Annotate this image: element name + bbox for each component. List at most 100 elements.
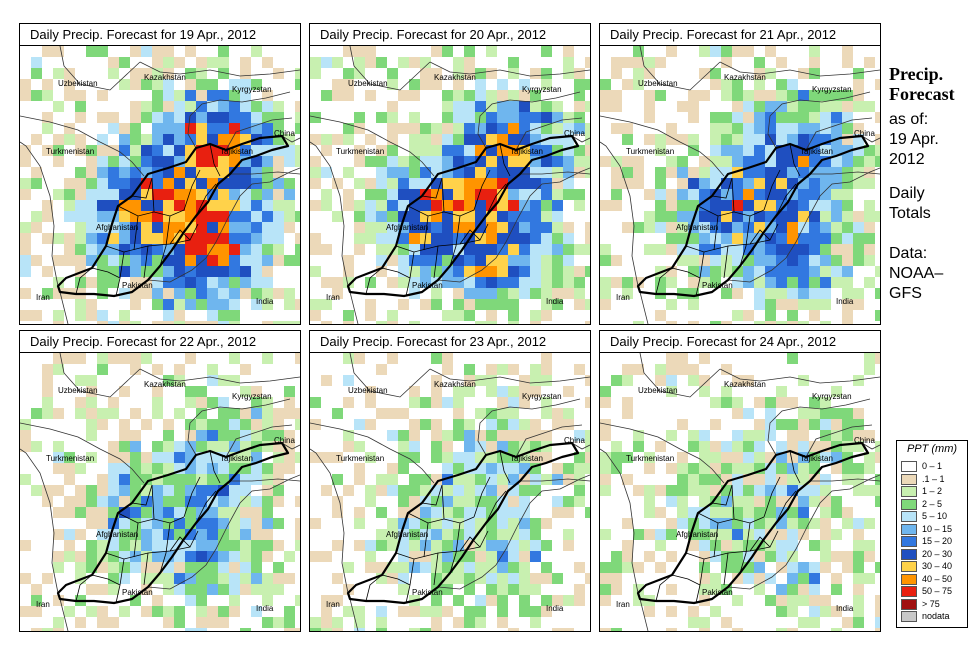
precip-cell bbox=[699, 386, 710, 397]
precip-cell bbox=[875, 145, 880, 156]
precip-cell bbox=[141, 189, 152, 200]
precip-cell bbox=[251, 606, 262, 617]
precip-cell bbox=[119, 419, 130, 430]
precip-cell bbox=[398, 277, 409, 288]
precip-cell bbox=[633, 430, 644, 441]
precip-cell bbox=[86, 518, 97, 529]
precip-cell bbox=[152, 46, 163, 57]
province-border bbox=[421, 484, 443, 506]
precip-cell bbox=[152, 595, 163, 606]
precip-cell bbox=[196, 562, 207, 573]
province-border bbox=[485, 490, 507, 524]
precip-cell bbox=[185, 518, 196, 529]
precip-cell bbox=[75, 496, 86, 507]
precip-cell bbox=[251, 408, 262, 419]
precip-cell bbox=[666, 244, 677, 255]
map-label: Uzbekistan bbox=[348, 386, 388, 395]
precip-cell bbox=[376, 606, 387, 617]
precip-cell bbox=[130, 277, 141, 288]
precip-cell bbox=[699, 211, 710, 222]
precip-cell bbox=[130, 299, 141, 310]
precip-cell bbox=[53, 68, 64, 79]
precip-cell bbox=[442, 233, 453, 244]
precip-cell bbox=[284, 551, 295, 562]
precip-cell bbox=[365, 200, 376, 211]
precip-cell bbox=[820, 167, 831, 178]
precip-cell bbox=[229, 156, 240, 167]
forecast-panel-5: Daily Precip. Forecast for 23 Apr., 2012… bbox=[309, 330, 591, 632]
precip-cell bbox=[86, 397, 97, 408]
precip-cell bbox=[262, 211, 273, 222]
precip-cell bbox=[688, 321, 699, 324]
precip-cell bbox=[563, 112, 574, 123]
precip-cell bbox=[185, 353, 196, 364]
precip-cell bbox=[563, 507, 574, 518]
precip-cell bbox=[464, 562, 475, 573]
precip-cell bbox=[611, 441, 622, 452]
precip-cell bbox=[486, 375, 497, 386]
precip-cell bbox=[655, 277, 666, 288]
precip-cell bbox=[240, 485, 251, 496]
precip-cell bbox=[475, 101, 486, 112]
precip-cell bbox=[229, 299, 240, 310]
precip-cell bbox=[776, 57, 787, 68]
precip-cell bbox=[831, 101, 842, 112]
precip-cell bbox=[732, 496, 743, 507]
precip-cell bbox=[420, 562, 431, 573]
precip-cell bbox=[585, 145, 590, 156]
precip-cell bbox=[563, 288, 574, 299]
precip-cell bbox=[809, 57, 820, 68]
precip-cell bbox=[343, 90, 354, 101]
precip-cell bbox=[765, 156, 776, 167]
precip-cell bbox=[754, 485, 765, 496]
precip-cell bbox=[721, 233, 732, 244]
precip-cell bbox=[262, 299, 273, 310]
precip-cell bbox=[409, 156, 420, 167]
precip-cell bbox=[754, 90, 765, 101]
precip-cell bbox=[218, 255, 229, 266]
precip-cell bbox=[108, 584, 119, 595]
precip-cell bbox=[152, 156, 163, 167]
precip-cell bbox=[475, 595, 486, 606]
precip-cell bbox=[655, 529, 666, 540]
precip-cell bbox=[600, 562, 611, 573]
precip-cell bbox=[354, 112, 365, 123]
precip-cell bbox=[585, 167, 590, 178]
precip-cell bbox=[842, 419, 853, 430]
legend-label: nodata bbox=[922, 611, 950, 621]
precip-cell bbox=[820, 441, 831, 452]
precip-cell bbox=[251, 123, 262, 134]
precip-cell bbox=[754, 156, 765, 167]
precip-cell bbox=[229, 134, 240, 145]
precip-cell bbox=[787, 419, 798, 430]
precip-cell bbox=[409, 507, 420, 518]
province-border bbox=[151, 484, 155, 520]
precip-cell bbox=[754, 321, 765, 324]
precip-cell bbox=[218, 463, 229, 474]
precip-cell bbox=[486, 551, 497, 562]
precip-cell bbox=[229, 310, 240, 321]
precip-cell bbox=[622, 277, 633, 288]
precip-cell bbox=[552, 277, 563, 288]
map-canvas: UzbekistanKazakhstanKyrgyzstanChinaTurkm… bbox=[20, 353, 300, 631]
precip-cell bbox=[743, 134, 754, 145]
country-border bbox=[281, 135, 300, 143]
precip-cell bbox=[108, 540, 119, 551]
precip-cell bbox=[453, 463, 464, 474]
legend-swatch bbox=[901, 548, 917, 560]
data-source: Data: NOAA– GFS bbox=[889, 245, 944, 302]
precip-cell bbox=[508, 540, 519, 551]
precip-cell bbox=[765, 145, 776, 156]
precip-cell bbox=[365, 485, 376, 496]
precip-cell bbox=[310, 244, 321, 255]
precip-cell bbox=[842, 430, 853, 441]
precip-cell bbox=[354, 156, 365, 167]
precip-cell bbox=[31, 595, 42, 606]
precip-cell bbox=[508, 57, 519, 68]
precip-cell bbox=[174, 529, 185, 540]
precip-cell bbox=[820, 452, 831, 463]
precip-cell bbox=[398, 562, 409, 573]
precip-cell bbox=[64, 606, 75, 617]
precip-cell bbox=[185, 189, 196, 200]
precip-cell bbox=[431, 134, 442, 145]
